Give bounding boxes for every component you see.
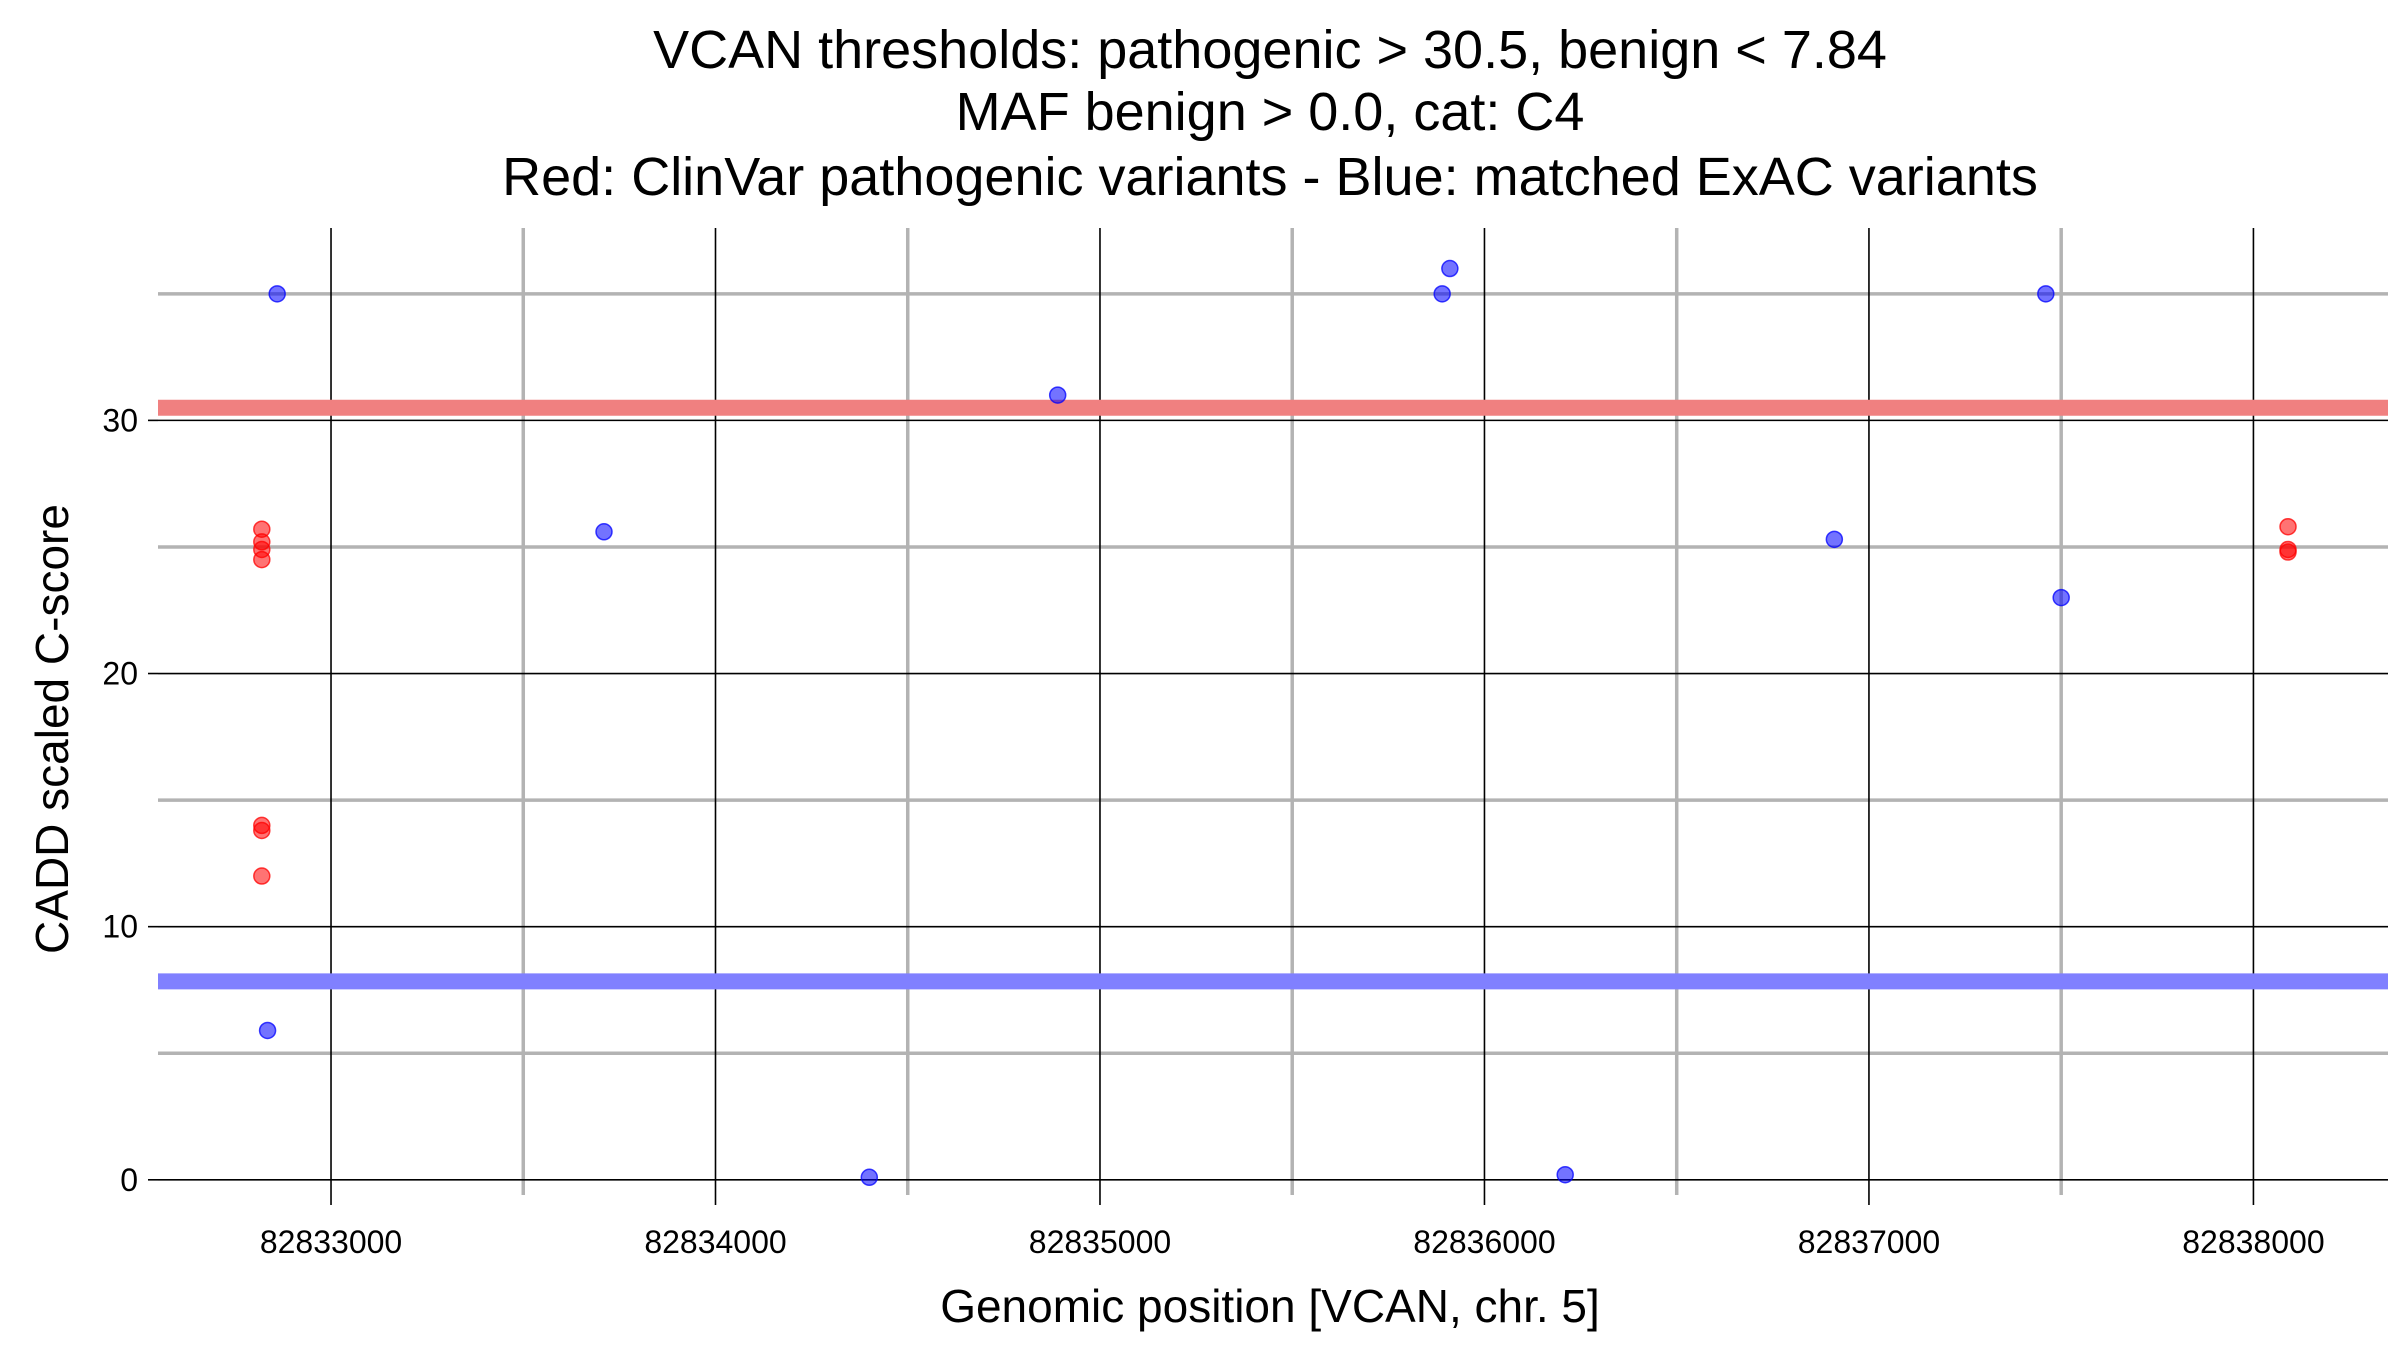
y-axis: 0 10 20 30	[102, 402, 158, 1198]
pathogenic-point	[253, 867, 271, 885]
chart-title-line-1: VCAN thresholds: pathogenic > 30.5, beni…	[653, 20, 1887, 80]
benign-point	[595, 523, 613, 541]
benign-point	[860, 1168, 879, 1187]
minor-grid	[158, 228, 2388, 1195]
x-axis-title: Genomic position [VCAN, chr. 5]	[940, 1280, 1600, 1332]
benign-point	[2052, 588, 2070, 607]
x-tick-label: 82836000	[1413, 1224, 1555, 1260]
x-tick-label: 82834000	[644, 1224, 786, 1260]
benign-point	[2037, 285, 2055, 303]
x-tick-label: 82835000	[1029, 1224, 1171, 1260]
benign-point	[258, 1021, 277, 1040]
x-axis: 82833000 82834000 82835000 82836000 82837000…	[260, 1195, 2325, 1260]
benign-point	[1441, 259, 1459, 278]
benign-point	[1825, 530, 1844, 549]
chart-title-line-2: MAF benign > 0.0, cat: C4	[956, 82, 1585, 142]
y-tick-label: 10	[102, 909, 138, 945]
benign-point	[1048, 386, 1067, 404]
benign-point	[1433, 285, 1451, 303]
y-axis-title: CADD scaled C-score	[26, 504, 78, 954]
pathogenic-point	[2279, 517, 2297, 536]
y-tick-label: 20	[102, 656, 138, 692]
major-grid	[158, 228, 2388, 1195]
chart-title-line-3: Red: ClinVar pathogenic variants - Blue:…	[502, 147, 2038, 207]
pathogenic-point	[253, 821, 271, 840]
pathogenic-point	[2279, 543, 2297, 561]
x-tick-label: 82833000	[260, 1224, 402, 1260]
data-points	[253, 259, 2297, 1187]
y-tick-label: 0	[120, 1162, 138, 1198]
benign-point	[268, 285, 286, 303]
pathogenic-point	[253, 550, 271, 569]
benign-point	[1556, 1165, 1574, 1184]
x-tick-label: 82838000	[2182, 1224, 2324, 1260]
x-tick-label: 82837000	[1798, 1224, 1940, 1260]
y-tick-label: 30	[102, 402, 138, 438]
threshold-lines	[158, 399, 2388, 990]
